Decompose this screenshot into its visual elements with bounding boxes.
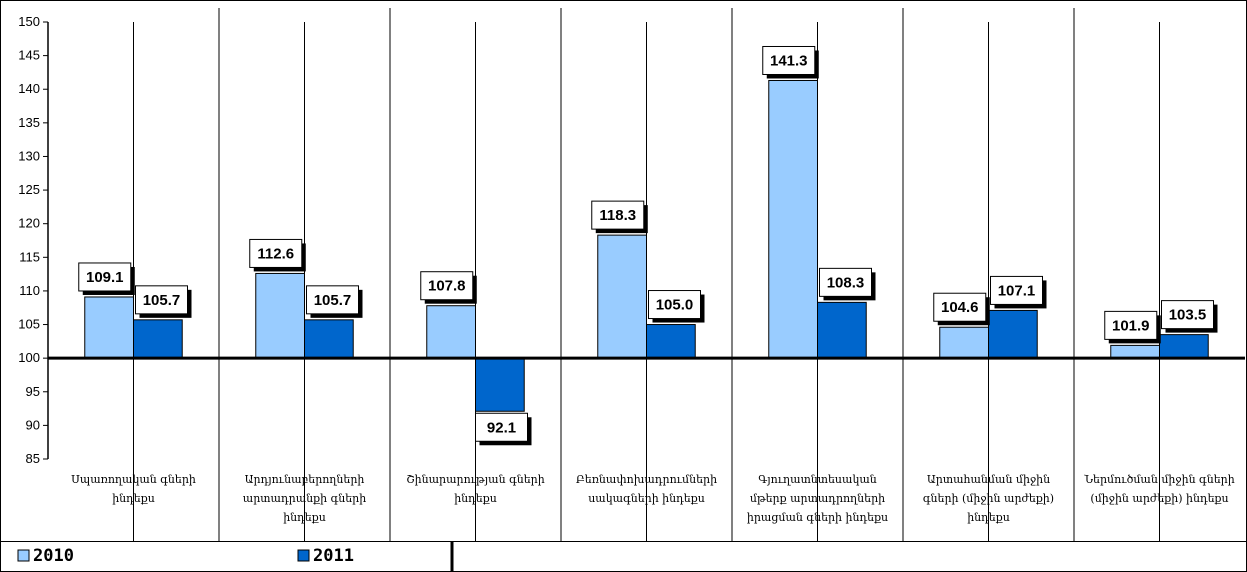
bar-2010 xyxy=(84,296,134,359)
data-label: 103.5 xyxy=(1169,307,1207,324)
legend-label: 2011 xyxy=(313,546,354,566)
data-label: 141.3 xyxy=(770,52,808,69)
y-tick-label: 95 xyxy=(26,384,40,399)
y-tick-label: 90 xyxy=(26,417,40,432)
y-tick-label: 140 xyxy=(18,81,40,96)
data-label-box xyxy=(1104,310,1158,340)
category-label-line: Գյուղատնտեսական xyxy=(758,473,877,486)
bar-2010 xyxy=(426,305,477,359)
category-label-line: ինդեքս xyxy=(112,492,155,505)
category-label: Սպառողական գների ինդեքս xyxy=(71,473,196,505)
data-label: 107.1 xyxy=(998,282,1036,299)
category-label-line: Արտահանման միջին xyxy=(927,473,1050,486)
legend-swatch-2010 xyxy=(17,549,30,562)
data-label-box xyxy=(78,262,132,292)
category-label: Արդյունաբերողների արտադրանքի գների ինդեքս xyxy=(243,473,366,524)
data-label-box xyxy=(420,271,474,301)
bar-2010 xyxy=(597,234,648,359)
data-label: 112.6 xyxy=(257,245,294,262)
data-label: 118.3 xyxy=(599,207,636,224)
y-tick-label: 135 xyxy=(18,115,40,130)
bar-2011 xyxy=(988,309,1038,359)
data-label: 101.9 xyxy=(1112,317,1150,334)
category-label-line: Արդյունաբերողների xyxy=(245,473,365,486)
y-tick-label: 115 xyxy=(19,249,40,264)
bar-2011 xyxy=(817,301,867,359)
data-label: 92.1 xyxy=(487,419,516,436)
y-tick-label: 105 xyxy=(18,317,40,332)
category-label-line: ինդեքս xyxy=(967,511,1010,524)
data-label: 108.3 xyxy=(827,274,865,291)
bar-2011 xyxy=(133,319,183,359)
data-label: 105.0 xyxy=(656,297,694,314)
category-label: Արտահանման միջին գների (միջին արժեքի) ինդե… xyxy=(923,473,1054,524)
data-label-box xyxy=(819,267,872,297)
category-label: Շինարարության գների ինդեքս xyxy=(406,473,544,505)
bar-2010 xyxy=(768,79,819,359)
category-label-line: արտադրանքի գների xyxy=(243,492,366,505)
category-label-line: ինդեքս xyxy=(283,511,326,524)
bar-2010 xyxy=(939,326,990,359)
y-tick-label: 100 xyxy=(18,350,40,365)
bar-2010 xyxy=(255,272,305,359)
y-tick-label: 130 xyxy=(18,148,40,163)
data-label: 109.1 xyxy=(86,269,124,286)
bar-2011 xyxy=(304,319,354,359)
category-label-line: Շինարարության գների xyxy=(406,473,544,486)
data-label-box xyxy=(933,292,987,322)
data-label: 104.6 xyxy=(941,299,979,316)
legend-swatch-2011 xyxy=(297,549,310,562)
bar-2011 xyxy=(475,357,525,412)
data-label-box xyxy=(306,285,359,315)
y-tick-label: 150 xyxy=(18,14,40,29)
category-label-line: մթերք արտադրողների xyxy=(750,492,885,505)
bar-2011 xyxy=(646,324,696,359)
category-label-line: սակագների ինդեքս xyxy=(588,492,705,505)
y-tick-label: 120 xyxy=(18,216,40,231)
bar-2010 xyxy=(1110,344,1161,359)
category-label-line: Սպառողական գների xyxy=(71,473,196,486)
data-label-box xyxy=(135,285,188,315)
data-label-box xyxy=(990,275,1043,305)
category-label: Ներմուծման միջին գների (միջին արժեքի) ինդ… xyxy=(1083,473,1234,505)
data-label-box xyxy=(475,412,528,442)
data-label-box xyxy=(648,290,701,320)
data-label: 107.8 xyxy=(428,278,466,295)
y-tick-label: 145 xyxy=(18,48,40,63)
category-label-line: գների (միջին արժեքի) xyxy=(923,492,1054,505)
category-label: Բեռնափոխադրումների սակագների ինդեքս xyxy=(576,473,717,505)
data-label: 105.7 xyxy=(143,292,181,309)
legend-label: 2010 xyxy=(33,546,74,566)
category-label: Գյուղատնտեսական մթերք արտադրողների իրացման… xyxy=(747,473,888,524)
data-label-box xyxy=(1161,300,1214,330)
bar-2011 xyxy=(1159,334,1209,359)
category-label-line: Ներմուծման միջին գների xyxy=(1083,473,1234,486)
category-label-line: Բեռնափոխադրումների xyxy=(576,473,717,486)
y-tick-label: 85 xyxy=(26,451,40,466)
category-label-line: իրացման գների ինդեքս xyxy=(747,511,888,524)
data-label-box xyxy=(762,45,816,75)
category-label-line: ինդեքս xyxy=(454,492,497,505)
data-label: 105.7 xyxy=(314,292,352,309)
data-label-box xyxy=(591,200,645,230)
y-tick-label: 110 xyxy=(19,283,40,298)
category-label-line: (միջին արժեքի) ինդեքս xyxy=(1090,492,1228,505)
data-label-box xyxy=(249,238,303,268)
y-tick-label: 125 xyxy=(18,182,40,197)
